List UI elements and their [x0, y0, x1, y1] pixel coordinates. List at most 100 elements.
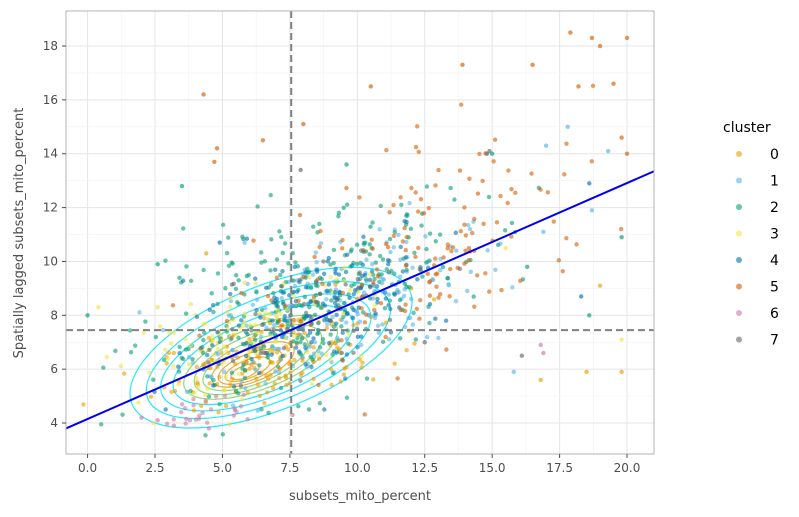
point-cluster-1 [250, 302, 256, 307]
point-cluster-2 [346, 341, 351, 346]
point-cluster-5 [458, 229, 464, 234]
point-cluster-5 [427, 279, 433, 284]
point-cluster-2 [291, 339, 296, 344]
legend-label-4: 4 [770, 253, 779, 269]
point-cluster-5 [457, 168, 463, 173]
point-cluster-3 [194, 376, 199, 381]
point-cluster-5 [458, 102, 464, 107]
point-cluster-3 [141, 330, 146, 335]
point-cluster-4 [210, 343, 215, 348]
point-cluster-5 [618, 226, 624, 232]
point-cluster-2 [226, 263, 232, 269]
reference-lines [65, 11, 655, 454]
point-cluster-3 [291, 321, 296, 326]
point-cluster-5 [312, 254, 317, 260]
point-cluster-3 [372, 303, 378, 308]
point-cluster-2 [275, 364, 281, 369]
point-cluster-1 [510, 285, 515, 290]
point-cluster-5 [597, 43, 603, 49]
legend-key-7 [736, 336, 742, 343]
point-cluster-4 [308, 330, 313, 335]
point-cluster-5 [433, 183, 438, 188]
point-cluster-0 [264, 373, 269, 378]
point-cluster-0 [404, 348, 409, 353]
legend-label-1: 1 [770, 174, 779, 190]
point-cluster-4 [309, 339, 314, 345]
point-cluster-2 [177, 344, 182, 350]
point-cluster-2 [120, 412, 125, 417]
point-cluster-5 [449, 248, 454, 254]
point-cluster-5 [369, 237, 374, 242]
point-cluster-7 [271, 327, 276, 332]
legend: cluster 0 1 2 3 4 5 6 7 [723, 120, 779, 349]
point-cluster-1 [381, 277, 387, 282]
point-cluster-4 [236, 323, 242, 328]
point-cluster-2 [419, 223, 424, 228]
x-tick-label: 20.0 [614, 461, 641, 475]
point-cluster-7 [303, 310, 309, 316]
point-cluster-2 [404, 267, 409, 273]
point-cluster-2 [229, 260, 234, 265]
point-cluster-0 [292, 357, 297, 363]
point-cluster-3 [278, 311, 283, 316]
point-cluster-3 [342, 278, 347, 284]
point-cluster-2 [183, 347, 188, 352]
point-cluster-2 [318, 305, 324, 311]
point-cluster-1 [388, 249, 393, 255]
point-cluster-2 [392, 230, 397, 235]
point-cluster-5 [551, 219, 556, 224]
legend-label-0: 0 [770, 147, 779, 163]
point-cluster-5 [487, 289, 492, 294]
point-cluster-3 [274, 315, 280, 321]
point-cluster-4 [334, 304, 339, 309]
point-cluster-2 [268, 192, 273, 198]
point-cluster-2 [269, 282, 274, 287]
point-cluster-4 [332, 290, 338, 295]
point-cluster-1 [361, 290, 367, 295]
point-cluster-4 [360, 273, 365, 279]
point-cluster-7 [207, 347, 212, 353]
point-cluster-2 [205, 374, 210, 379]
point-cluster-5 [409, 185, 414, 191]
point-cluster-4 [343, 269, 349, 275]
point-cluster-1 [305, 281, 310, 287]
point-cluster-5 [437, 291, 443, 297]
x-axis-title: subsets_mito_percent [289, 489, 431, 504]
point-cluster-7 [206, 360, 211, 365]
point-cluster-2 [179, 183, 185, 189]
point-cluster-4 [350, 315, 356, 321]
point-cluster-3 [96, 305, 101, 310]
point-cluster-1 [319, 351, 324, 356]
point-cluster-2 [440, 264, 446, 270]
point-cluster-1 [330, 315, 335, 320]
point-cluster-5 [444, 347, 449, 352]
point-cluster-0 [311, 376, 316, 382]
point-cluster-5 [387, 210, 392, 215]
point-cluster-4 [207, 307, 212, 312]
point-cluster-2 [255, 204, 260, 209]
point-cluster-2 [319, 276, 325, 282]
grid-lines [66, 11, 654, 454]
point-cluster-2 [299, 336, 305, 341]
point-cluster-5 [530, 62, 535, 68]
point-cluster-5 [447, 294, 452, 299]
point-cluster-0 [233, 361, 238, 367]
point-cluster-3 [236, 371, 242, 377]
y-tick-label: 6 [50, 362, 58, 376]
point-cluster-0 [148, 394, 154, 400]
point-cluster-2 [252, 337, 258, 343]
point-cluster-3 [211, 352, 217, 357]
point-cluster-5 [564, 141, 569, 146]
point-cluster-1 [243, 386, 248, 391]
point-cluster-5 [368, 84, 373, 89]
point-cluster-2 [236, 301, 241, 307]
point-cluster-2 [296, 404, 301, 409]
point-cluster-2 [176, 369, 182, 374]
point-cluster-5 [477, 151, 482, 157]
point-cluster-3 [240, 323, 246, 329]
density-contour [129, 266, 413, 429]
point-cluster-2 [241, 362, 246, 367]
point-cluster-2 [321, 340, 326, 346]
point-cluster-4 [283, 317, 288, 323]
point-cluster-0 [265, 390, 270, 395]
